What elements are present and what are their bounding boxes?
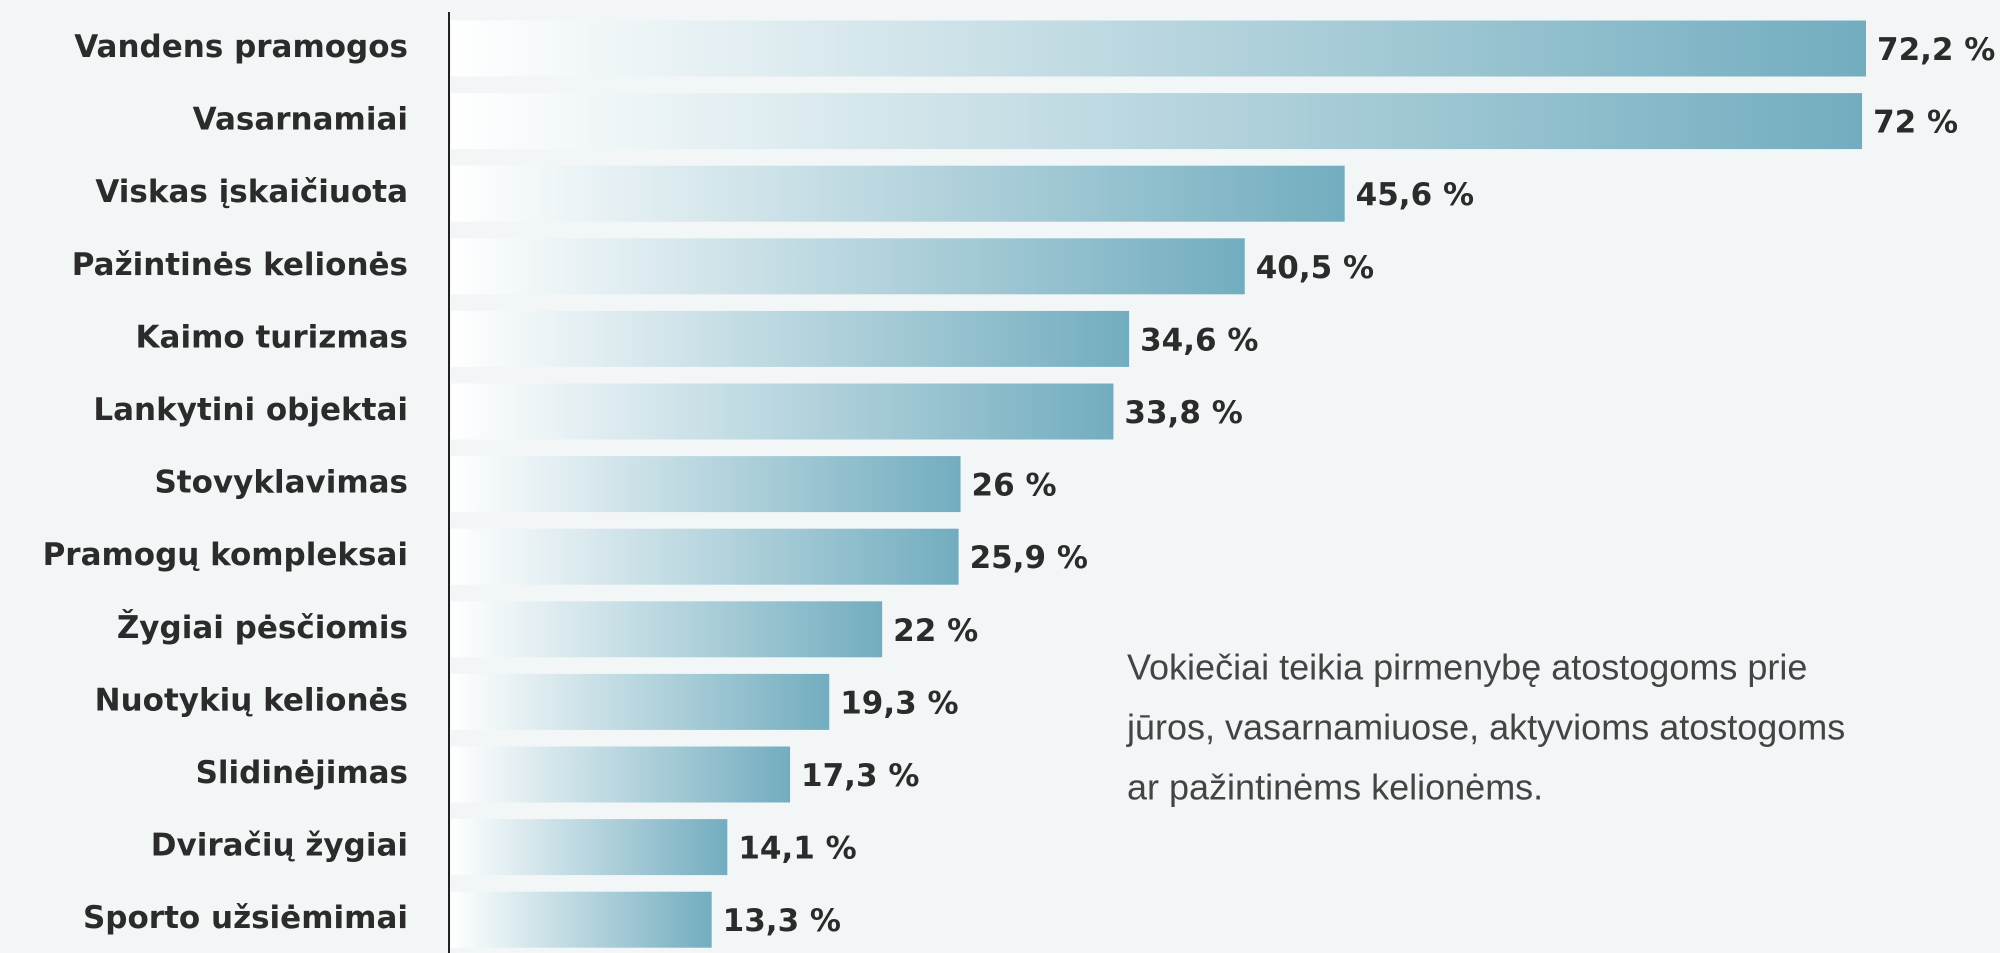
value-label: 22 % [893, 613, 978, 649]
category-label: Dviračių žygiai [151, 828, 408, 864]
category-label: Žygiai pėsčiomis [117, 610, 408, 646]
value-label: 72,2 % [1877, 32, 1995, 68]
category-label: Stovyklavimas [154, 465, 408, 501]
category-label: Pažintinės kelionės [72, 247, 408, 283]
category-label: Kaimo turizmas [136, 319, 408, 355]
category-label: Sporto užsiėmimai [83, 900, 408, 936]
bar [451, 93, 1863, 150]
category-label: Viskas įskaičiuota [95, 174, 408, 210]
bar [451, 746, 791, 803]
value-label: 33,8 % [1124, 395, 1242, 431]
bar [451, 891, 712, 948]
value-label: 14,1 % [738, 831, 856, 867]
category-label: Lankytini objektai [93, 392, 408, 428]
value-label: 19,3 % [840, 685, 958, 721]
category-label: Nuotykių kelionės [95, 682, 408, 718]
bar [451, 165, 1345, 222]
bar [451, 383, 1114, 440]
value-label: 40,5 % [1256, 250, 1374, 286]
annotation: ar pažintinėms kelionėms. [1127, 767, 1543, 808]
value-label: 17,3 % [801, 758, 919, 794]
category-label: Slidinėjimas [196, 755, 408, 791]
bar [451, 819, 728, 876]
value-label: 34,6 % [1140, 322, 1258, 358]
bar [451, 20, 1866, 77]
category-label: Vandens pramogos [74, 29, 408, 65]
value-label: 25,9 % [970, 540, 1088, 576]
value-label: 45,6 % [1356, 177, 1474, 213]
bar [451, 238, 1245, 295]
value-label: 13,3 % [723, 903, 841, 939]
category-label: Pramogų kompleksai [43, 537, 408, 573]
annotation: Vokiečiai teikia pirmenybę atostogoms pr… [1127, 647, 1807, 688]
bar [451, 601, 883, 658]
bar [451, 673, 830, 730]
value-label: 72 % [1873, 105, 1958, 141]
category-label: Vasarnamiai [193, 102, 408, 138]
bar [451, 528, 959, 585]
bar [451, 456, 961, 513]
bar [451, 310, 1130, 367]
value-label: 26 % [972, 468, 1057, 504]
annotation: jūros, vasarnamiuose, aktyvioms atostogo… [1126, 707, 1845, 748]
